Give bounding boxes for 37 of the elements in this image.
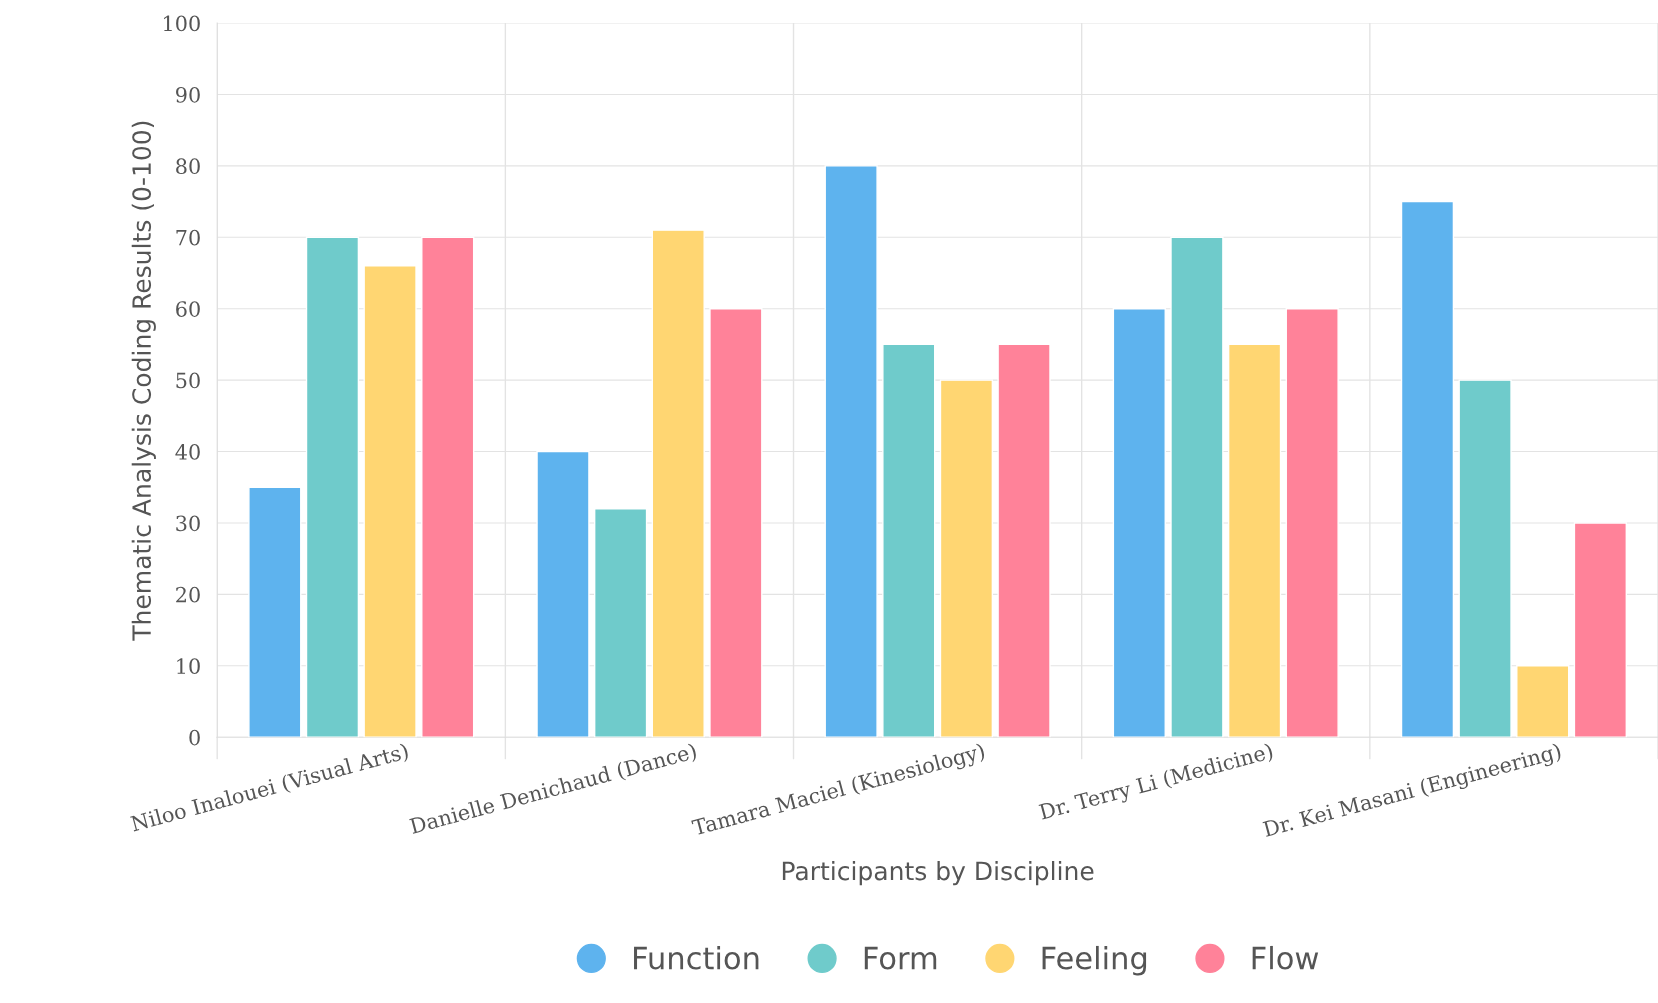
bar bbox=[1573, 522, 1627, 738]
bar bbox=[1112, 308, 1166, 738]
y-tick-label: 10 bbox=[177, 658, 200, 674]
legend-label: Flow bbox=[1252, 945, 1319, 970]
bar bbox=[363, 265, 417, 738]
bar bbox=[882, 343, 936, 738]
bar bbox=[997, 343, 1051, 738]
bar bbox=[824, 165, 878, 738]
legend-label: Feeling bbox=[1042, 945, 1147, 976]
legend-label: Form bbox=[864, 946, 937, 970]
x-axis-title: Participants by Discipline bbox=[782, 861, 1094, 886]
bar bbox=[1170, 236, 1224, 738]
y-tick-label: 20 bbox=[176, 586, 200, 603]
bar bbox=[709, 308, 763, 738]
y-tick-label: 40 bbox=[175, 444, 200, 460]
bar bbox=[1285, 308, 1339, 738]
bar bbox=[939, 379, 994, 738]
y-tick-label: 30 bbox=[176, 515, 200, 532]
bar bbox=[651, 229, 705, 738]
y-tick-label: 100 bbox=[164, 15, 200, 32]
bar bbox=[248, 486, 302, 738]
y-tick-label: 50 bbox=[176, 372, 200, 389]
bar bbox=[1227, 343, 1282, 738]
y-tick-label: 70 bbox=[176, 229, 200, 246]
bar bbox=[1516, 665, 1570, 738]
bar bbox=[1458, 379, 1512, 738]
y-tick-label: 60 bbox=[176, 301, 200, 317]
legend-label: Function bbox=[634, 945, 759, 970]
y-axis-title: Thematic Analysis Coding Results (0-100) bbox=[131, 121, 156, 641]
bar bbox=[593, 507, 648, 738]
bar bbox=[1400, 200, 1455, 738]
y-tick-label: 0 bbox=[189, 729, 200, 746]
bar bbox=[536, 450, 590, 738]
y-tick-label: 80 bbox=[176, 158, 200, 175]
y-tick-label: 90 bbox=[176, 86, 200, 103]
bar bbox=[421, 236, 475, 738]
bar bbox=[305, 236, 360, 738]
